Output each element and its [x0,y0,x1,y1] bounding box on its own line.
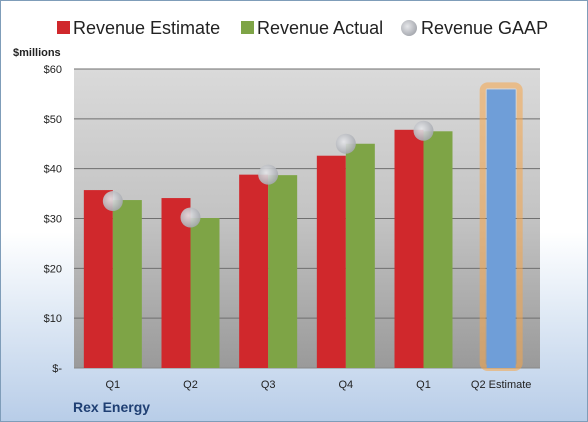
bar-revenue-actual [112,200,142,368]
y-tick-label: $60 [44,64,62,76]
bar-revenue-q2-estimate [486,89,516,368]
y-tick-label: $- [52,363,62,375]
x-tick-label: Q1 [416,379,431,391]
x-axis-ticks: Q1 Q2 Q3 Q4 Q1 Q2 Estimate [105,379,531,391]
legend-label-gaap: Revenue GAAP [421,18,548,38]
x-tick-label: Q1 [105,379,120,391]
bar-revenue-estimate [161,198,191,368]
bar-revenue-actual [345,143,375,368]
bar-revenue-estimate [239,174,269,368]
bar-revenue-actual [423,131,453,368]
y-tick-label: $10 [44,313,62,325]
bar-revenue-estimate [83,190,113,368]
marker-revenue-gaap [335,133,356,154]
y-axis-ticks: $- $10 $20 $30 $40 $50 $60 [44,64,63,375]
bar-revenue-estimate [394,129,424,368]
x-tick-label: Q4 [338,379,353,391]
y-axis-unit: $millions [13,47,61,59]
legend-swatch-estimate [57,21,70,34]
legend: Revenue Estimate Revenue Actual Revenue … [57,18,548,38]
x-tick-label: Q2 Estimate [471,379,532,391]
x-tick-label: Q3 [261,379,276,391]
gaap-markers [102,120,434,228]
legend-swatch-actual [241,21,254,34]
marker-revenue-gaap [102,191,123,212]
legend-swatch-gaap [401,20,417,36]
bar-revenue-estimate [316,155,346,368]
bar-revenue-actual [190,218,220,368]
company-name: Rex Energy [73,399,151,415]
bar-revenue-actual [268,175,298,368]
grid-lines [74,68,540,369]
y-tick-label: $30 [44,214,62,226]
x-tick-label: Q2 [183,379,198,391]
y-tick-label: $20 [44,263,62,275]
bars [83,82,523,371]
marker-revenue-gaap [180,207,201,228]
marker-revenue-gaap [258,164,279,185]
legend-label-actual: Revenue Actual [257,18,383,38]
y-tick-label: $50 [44,114,62,126]
legend-label-estimate: Revenue Estimate [73,18,220,38]
marker-revenue-gaap [413,120,434,141]
y-tick-label: $40 [44,164,62,176]
